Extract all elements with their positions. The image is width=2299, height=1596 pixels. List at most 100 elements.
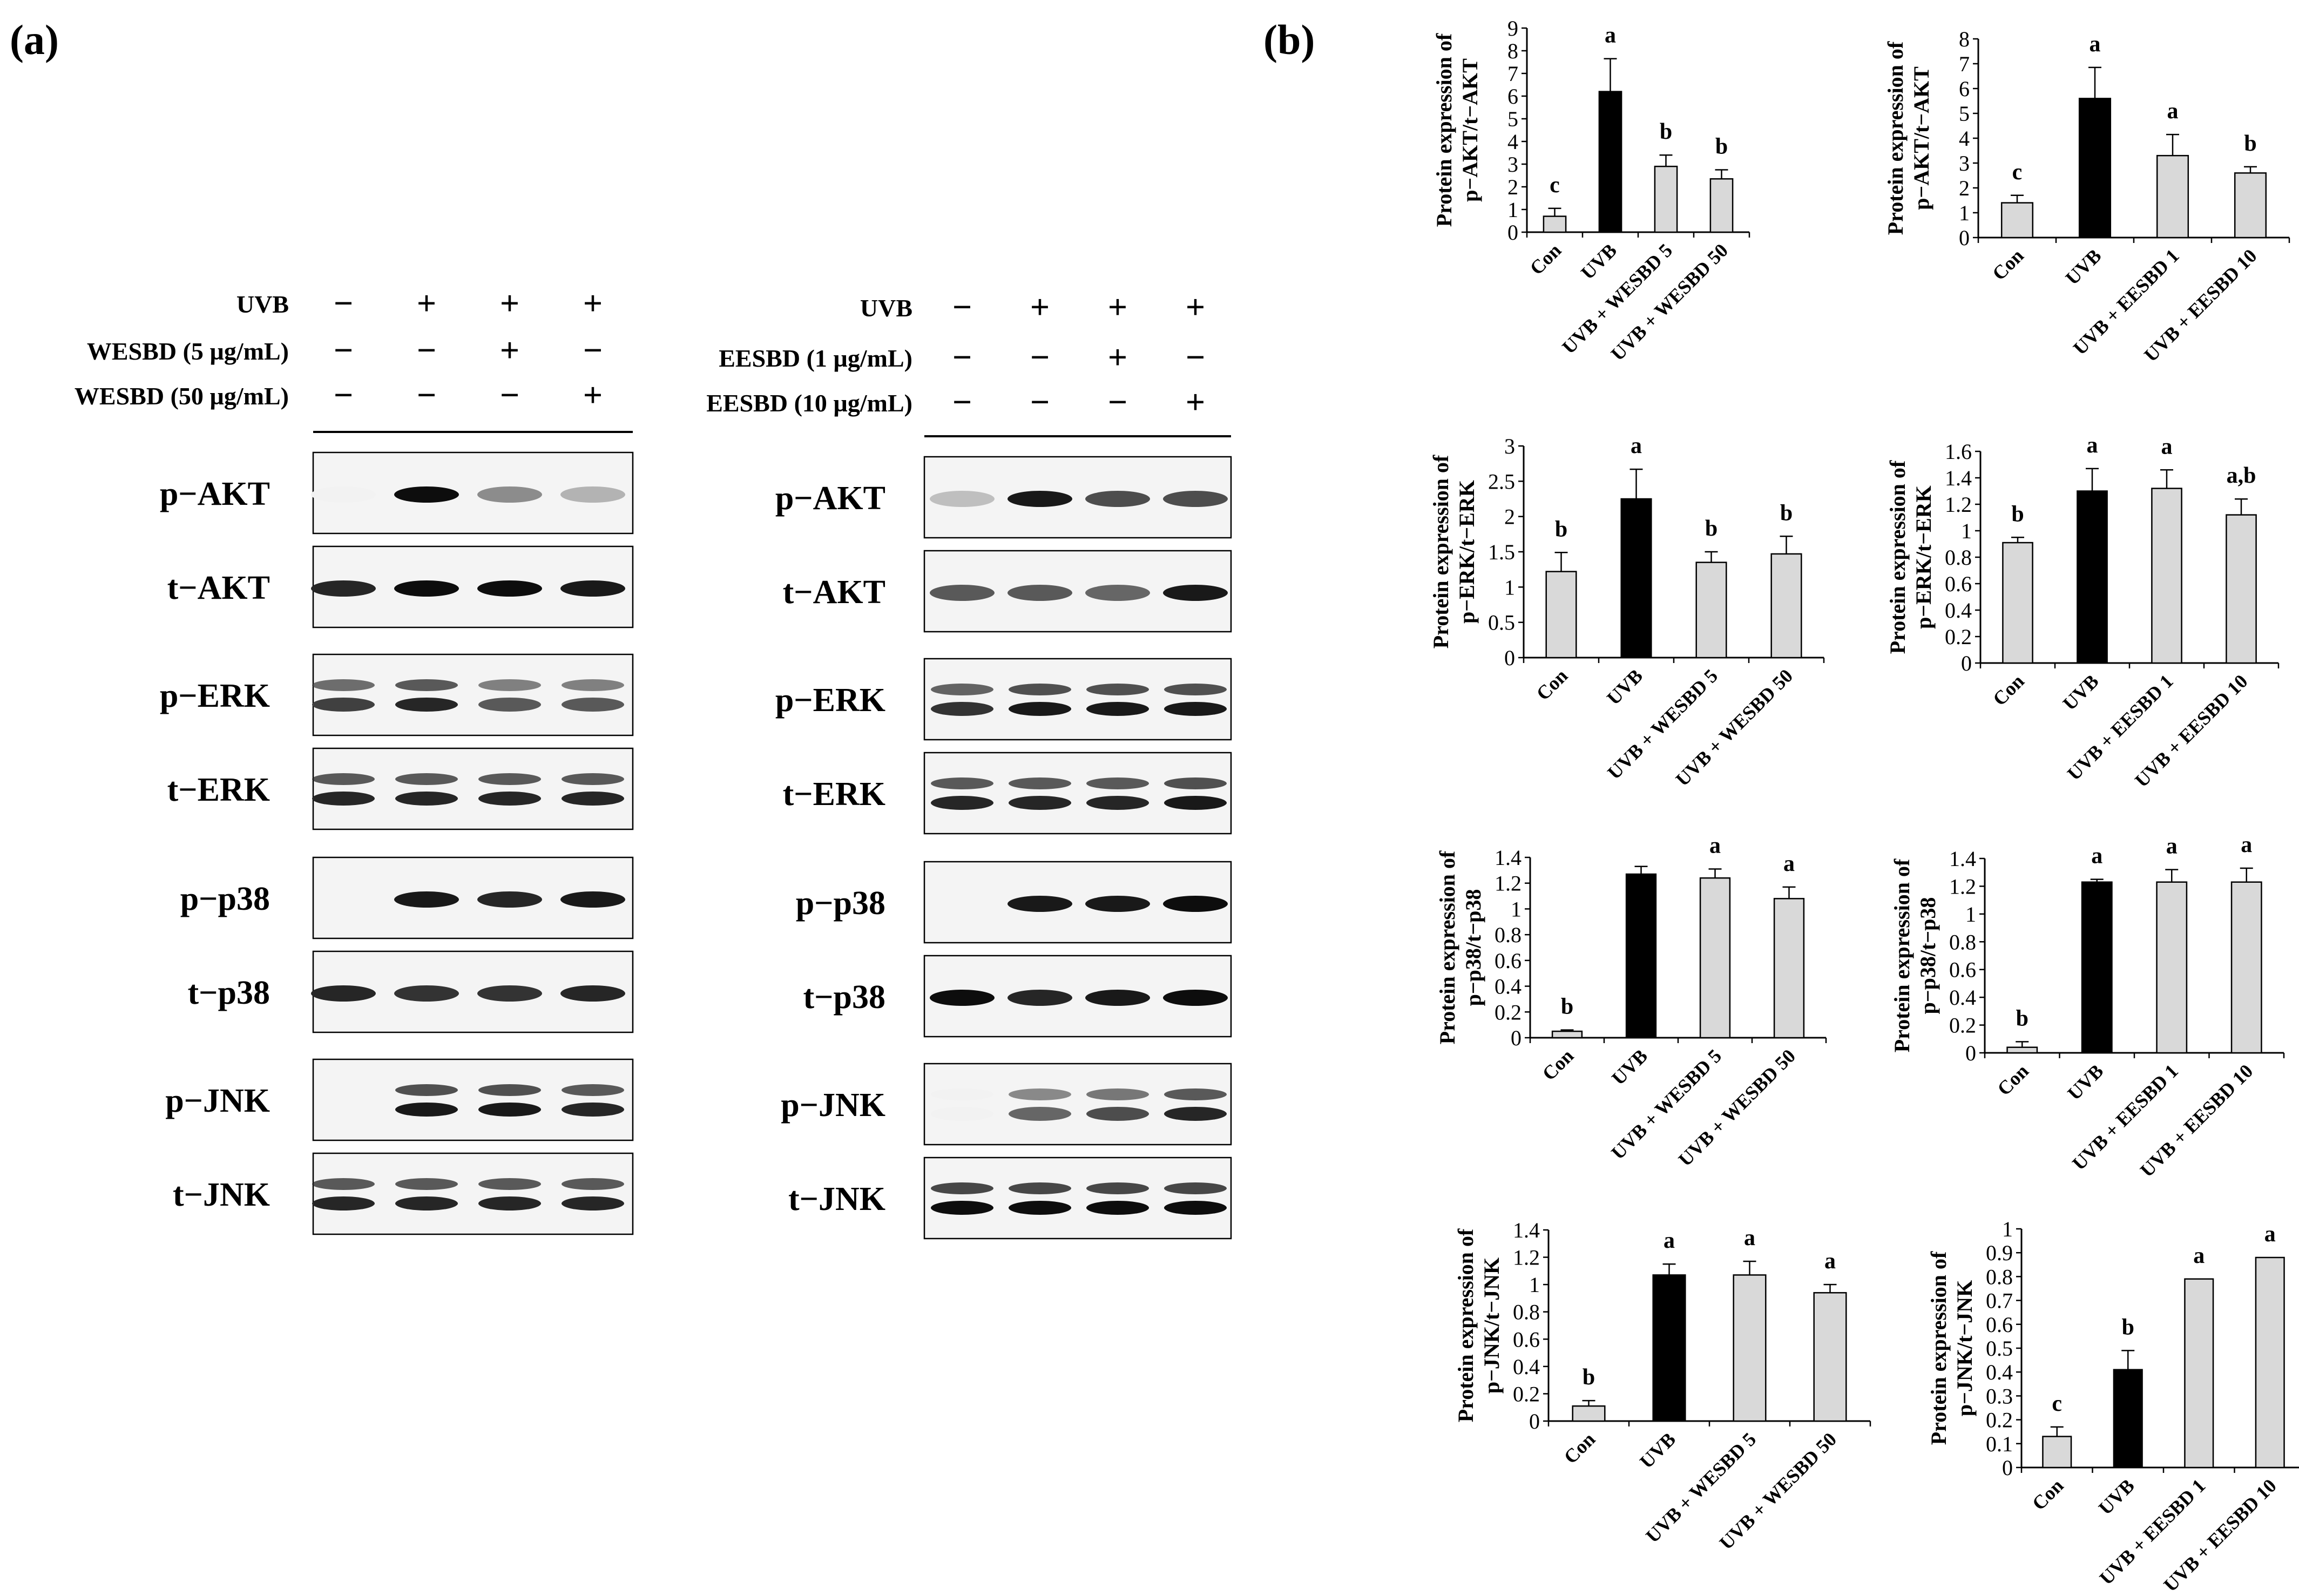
blot-band bbox=[1164, 1088, 1227, 1100]
category-label: UVB bbox=[2061, 245, 2106, 289]
blot-band bbox=[930, 585, 995, 601]
protein-label: p−p38 bbox=[180, 881, 270, 917]
blot-band bbox=[394, 486, 459, 503]
y-tick-label: 0.8 bbox=[1945, 545, 1972, 570]
y-tick-label: 0.6 bbox=[1949, 958, 1976, 982]
blot-band bbox=[1085, 896, 1150, 912]
protein-label: t−p38 bbox=[803, 979, 885, 1016]
condition-sign: − bbox=[952, 383, 972, 421]
y-tick-label: 0.6 bbox=[1986, 1313, 2013, 1337]
bar bbox=[2002, 542, 2033, 664]
blot-band bbox=[394, 580, 459, 597]
y-tick-label: 1.4 bbox=[1945, 466, 1972, 490]
category-label: Con bbox=[1988, 245, 2028, 285]
blot-band bbox=[478, 1084, 541, 1096]
blot-box bbox=[923, 752, 1232, 835]
y-axis-title: p−ERK/t−ERK bbox=[1911, 485, 1936, 629]
blot-band bbox=[931, 702, 993, 716]
y-tick-label: 0 bbox=[1959, 226, 1970, 250]
bar bbox=[1733, 1274, 1767, 1422]
category-label: Con bbox=[1532, 665, 1572, 705]
bar bbox=[2184, 1278, 2214, 1469]
y-tick-label: 1 bbox=[1511, 897, 1522, 921]
blot-band bbox=[1009, 1182, 1071, 1194]
western-blot-left: UVB − + + + WESBD (5 µg/mL) − − + − WESBD (50 µg/m… bbox=[75, 284, 634, 1235]
bar bbox=[2000, 202, 2034, 239]
blot-band bbox=[478, 1178, 541, 1190]
protein-label: p−ERK bbox=[775, 682, 885, 719]
blot-band bbox=[1163, 990, 1228, 1006]
blot-band bbox=[1164, 684, 1227, 695]
protein-label: t−AKT bbox=[167, 570, 270, 606]
significance-letter: b bbox=[2011, 502, 2024, 526]
significance-letter: b bbox=[1555, 517, 1567, 542]
condition-sign: + bbox=[500, 331, 519, 369]
condition-sign: − bbox=[952, 338, 972, 376]
blot-band bbox=[1009, 796, 1071, 810]
y-tick-label: 9 bbox=[1507, 16, 1518, 40]
protein-label: t−JNK bbox=[788, 1181, 885, 1218]
bar bbox=[2113, 1369, 2143, 1469]
y-tick-label: 1.2 bbox=[1949, 874, 1976, 898]
y-tick-label: 0.4 bbox=[1986, 1360, 2013, 1384]
y-tick-label: 2 bbox=[1504, 505, 1515, 529]
category-label: UVB bbox=[2059, 670, 2103, 714]
bar bbox=[1773, 898, 1805, 1039]
blot-band bbox=[560, 486, 625, 503]
condition-sign: + bbox=[1186, 288, 1205, 326]
significance-letter: a bbox=[2241, 833, 2252, 857]
condition-label: EESBD (10 µg/mL) bbox=[706, 389, 912, 417]
y-tick-label: 8 bbox=[1959, 27, 1970, 51]
blot-band bbox=[1085, 491, 1150, 507]
blot-band bbox=[395, 698, 458, 712]
condition-sign: − bbox=[334, 376, 353, 414]
bar bbox=[2081, 881, 2113, 1054]
y-tick-label: 0.8 bbox=[1495, 923, 1522, 947]
significance-letter: c bbox=[2052, 1391, 2062, 1416]
condition-sign: + bbox=[500, 284, 519, 322]
blot-band bbox=[477, 985, 542, 1002]
blot-band bbox=[477, 580, 542, 597]
condition-sign: + bbox=[417, 284, 436, 322]
y-axis-title: Protein expression of bbox=[1926, 1251, 1951, 1445]
significance-letter: c bbox=[1550, 173, 1560, 198]
blot-band bbox=[395, 679, 458, 691]
category-label: UVB bbox=[1635, 1428, 1680, 1472]
blot-band bbox=[562, 1103, 624, 1117]
y-tick-label: 1.2 bbox=[1495, 871, 1522, 896]
blot-band bbox=[930, 491, 995, 507]
bar bbox=[2255, 1256, 2285, 1469]
blot-band bbox=[931, 1088, 993, 1100]
blot-band bbox=[311, 580, 376, 597]
significance-letter: a bbox=[1631, 434, 1642, 458]
y-tick-label: 0.2 bbox=[1949, 1013, 1976, 1038]
blot-band bbox=[395, 1084, 458, 1096]
bar bbox=[2151, 488, 2182, 664]
significance-letter: a bbox=[1744, 1226, 1755, 1250]
blot-band bbox=[1007, 491, 1072, 507]
y-tick-label: 0.4 bbox=[1513, 1355, 1540, 1379]
y-tick-label: 0.2 bbox=[1986, 1408, 2013, 1432]
significance-letter: b bbox=[1715, 134, 1728, 159]
y-tick-label: 7 bbox=[1507, 62, 1518, 86]
y-tick-label: 1.4 bbox=[1513, 1218, 1540, 1242]
bar bbox=[1551, 1030, 1583, 1039]
blot-band bbox=[1086, 1201, 1149, 1215]
protein-label: p−AKT bbox=[775, 480, 885, 517]
blot-band bbox=[1009, 684, 1071, 695]
y-tick-label: 0 bbox=[1507, 220, 1518, 245]
condition-sign: + bbox=[1108, 288, 1127, 326]
blot-band bbox=[1163, 585, 1228, 601]
y-tick-label: 7 bbox=[1959, 52, 1970, 76]
significance-letter: a bbox=[2167, 99, 2179, 124]
blot-band bbox=[478, 792, 541, 806]
significance-letter: b bbox=[1660, 119, 1672, 144]
y-axis-title: Protein expression of bbox=[1453, 1228, 1478, 1422]
blot-band bbox=[1086, 796, 1149, 810]
blot-band bbox=[562, 1196, 624, 1210]
y-tick-label: 0 bbox=[2002, 1456, 2013, 1480]
